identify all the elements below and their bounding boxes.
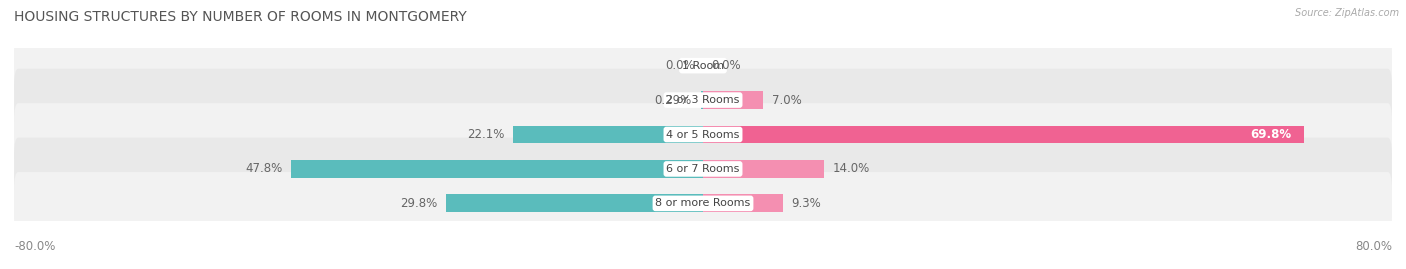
Text: -80.0%: -80.0% [14,239,55,253]
Text: 0.0%: 0.0% [711,59,741,72]
Text: 1 Room: 1 Room [682,61,724,71]
Bar [703,126,1305,143]
Text: 80.0%: 80.0% [1355,239,1392,253]
Text: 22.1%: 22.1% [467,128,505,141]
FancyBboxPatch shape [14,138,1392,200]
Text: 29.8%: 29.8% [401,197,437,210]
Text: HOUSING STRUCTURES BY NUMBER OF ROOMS IN MONTGOMERY: HOUSING STRUCTURES BY NUMBER OF ROOMS IN… [14,10,467,24]
Bar [703,91,763,109]
Bar [700,91,703,109]
Text: Source: ZipAtlas.com: Source: ZipAtlas.com [1295,8,1399,18]
Text: 2 or 3 Rooms: 2 or 3 Rooms [666,95,740,105]
Bar [703,160,824,178]
Bar [446,194,703,212]
Bar [703,194,783,212]
Text: 14.0%: 14.0% [832,162,869,175]
Text: 0.0%: 0.0% [665,59,695,72]
Text: 9.3%: 9.3% [792,197,821,210]
FancyBboxPatch shape [14,172,1392,235]
Text: 8 or more Rooms: 8 or more Rooms [655,198,751,208]
FancyBboxPatch shape [14,103,1392,166]
FancyBboxPatch shape [14,34,1392,97]
Text: 4 or 5 Rooms: 4 or 5 Rooms [666,129,740,140]
Bar [513,126,703,143]
Text: 0.29%: 0.29% [655,94,692,107]
Text: 6 or 7 Rooms: 6 or 7 Rooms [666,164,740,174]
Text: 47.8%: 47.8% [246,162,283,175]
FancyBboxPatch shape [14,69,1392,131]
Bar [291,160,703,178]
Text: 69.8%: 69.8% [1250,128,1291,141]
Text: 7.0%: 7.0% [772,94,801,107]
